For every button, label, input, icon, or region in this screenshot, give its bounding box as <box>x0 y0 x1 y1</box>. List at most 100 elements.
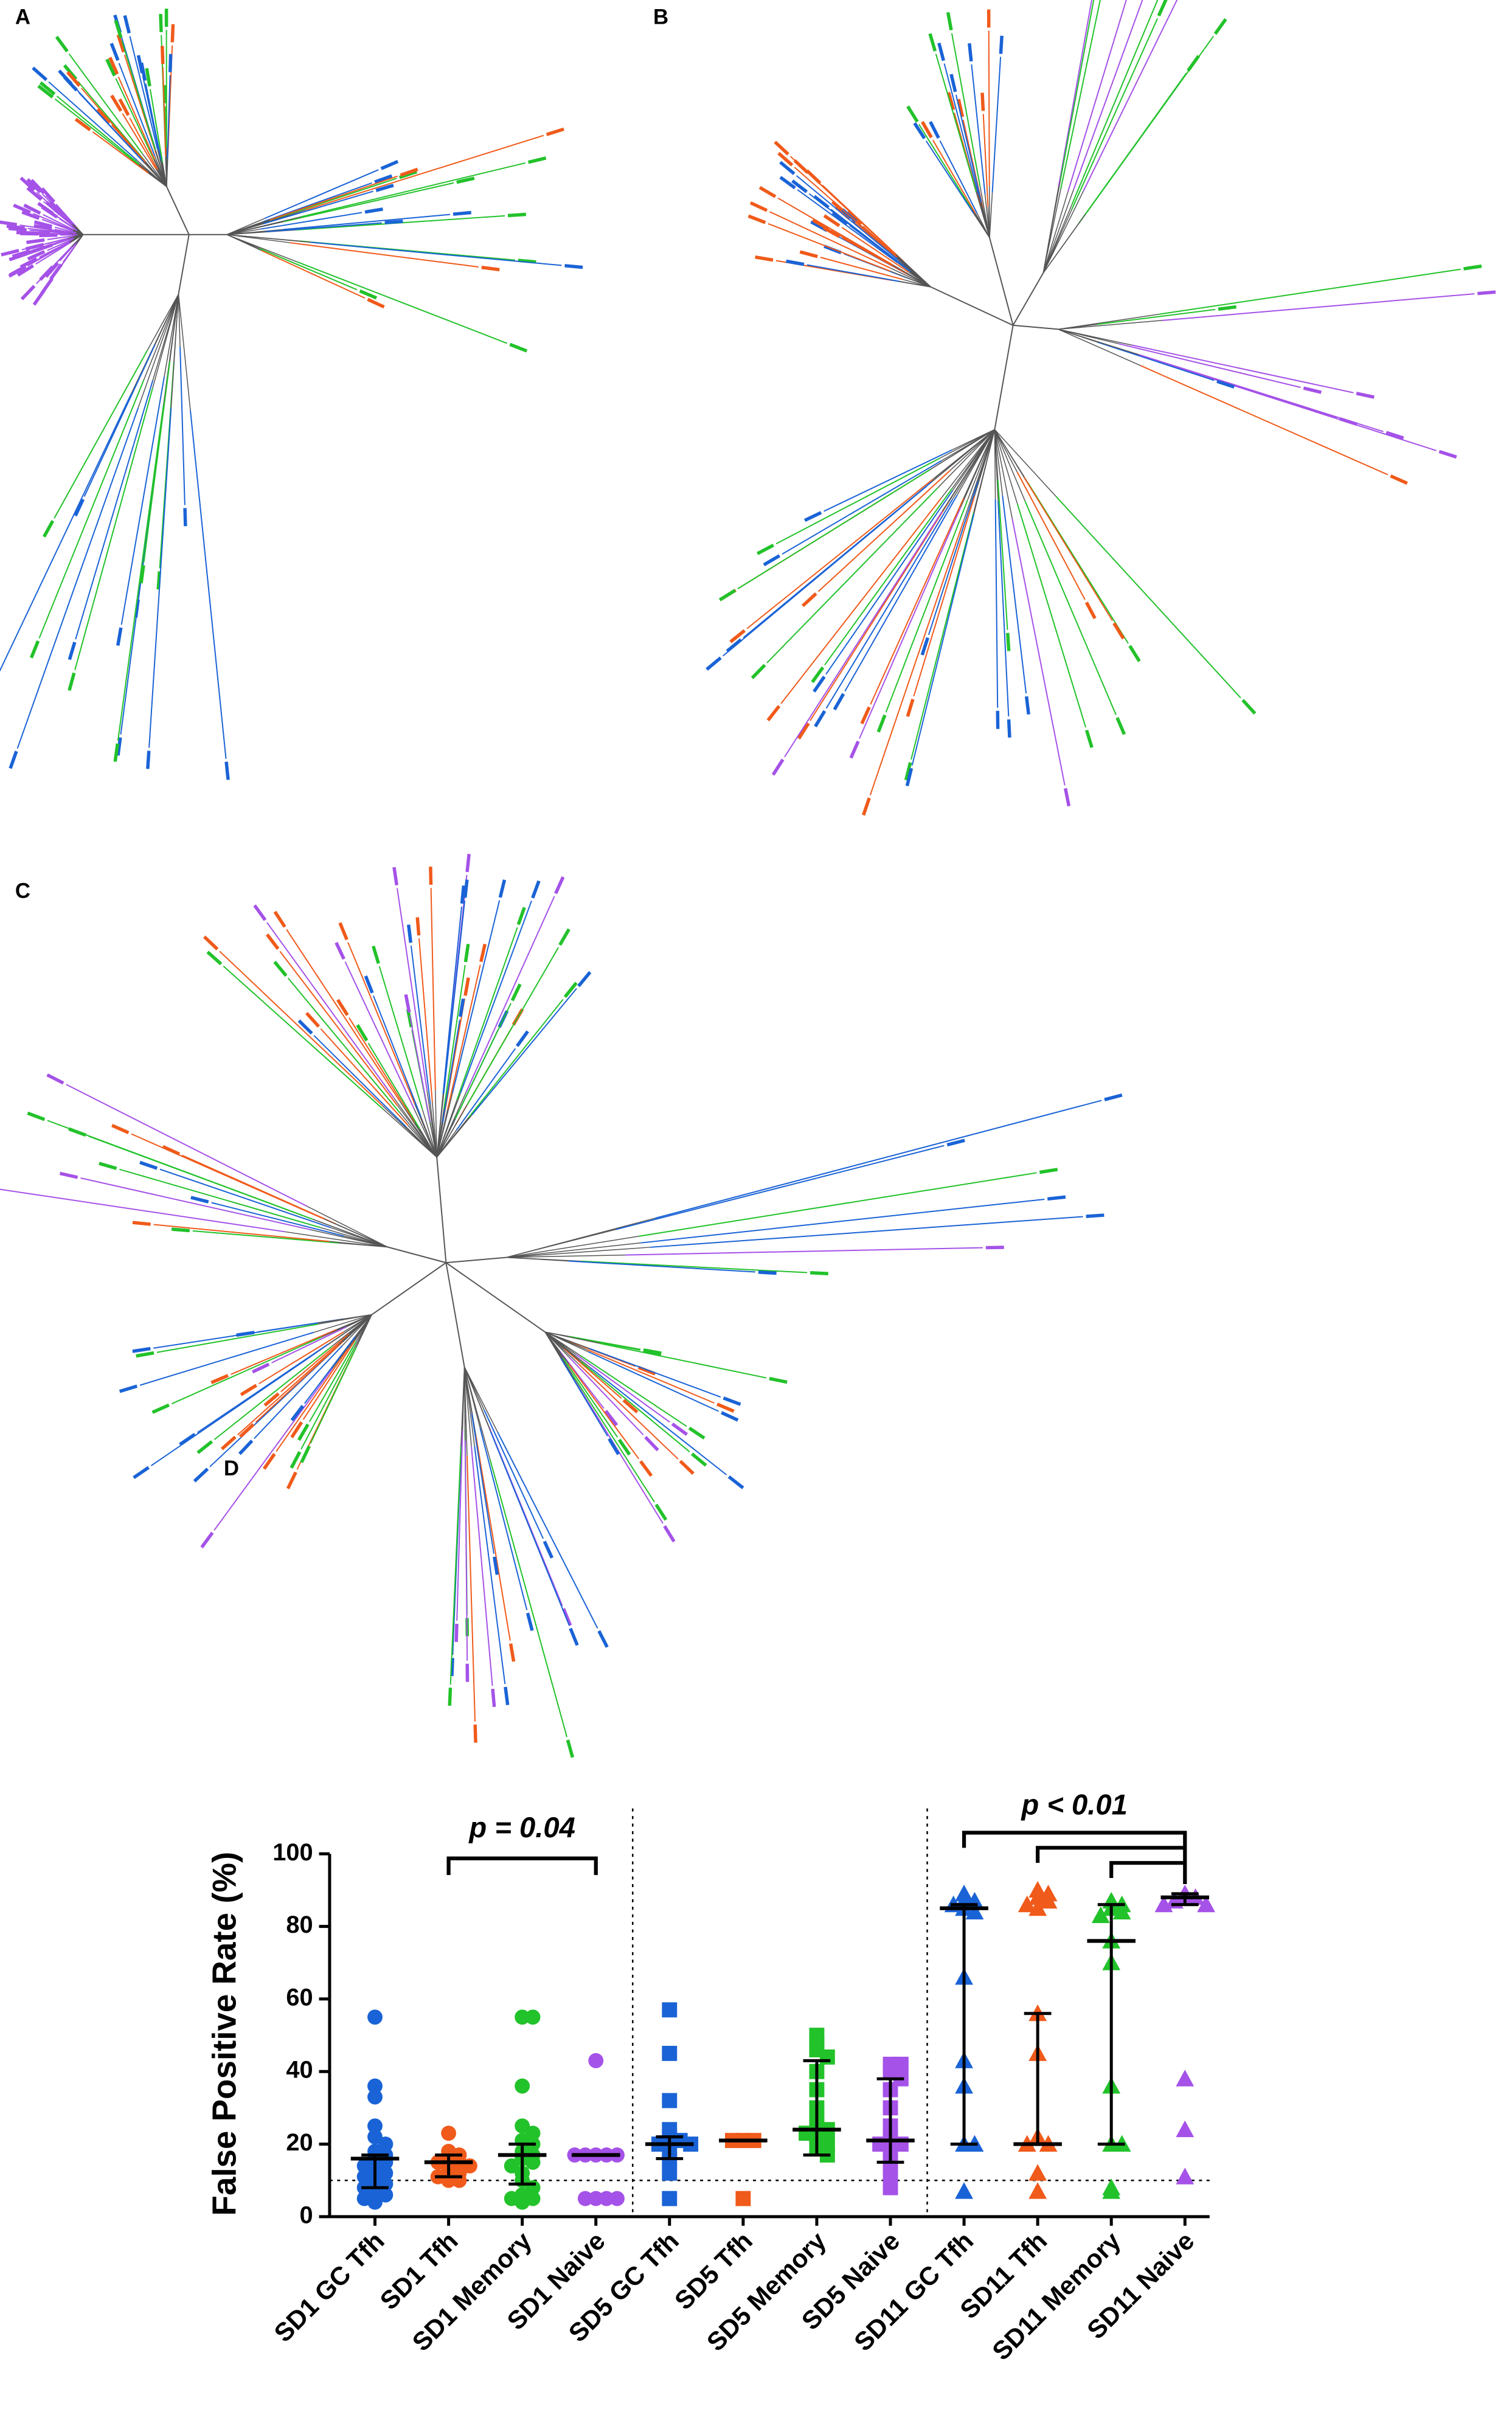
tree-branch <box>33 220 53 229</box>
tree-branch <box>937 43 945 61</box>
tree-branch <box>1112 622 1125 640</box>
tree-branch <box>338 922 349 941</box>
data-point <box>1028 2182 1047 2199</box>
tree-branch <box>159 1168 331 1228</box>
tree-branch <box>824 244 842 255</box>
tree-branch <box>359 289 378 300</box>
x-tick-label: SD1 GC Tfh <box>269 2226 390 2347</box>
tree-branch <box>302 1340 355 1420</box>
tree-branch <box>317 1314 372 1324</box>
tree-branch <box>162 1145 181 1156</box>
data-point <box>515 2194 530 2210</box>
tree-branch <box>581 1260 808 1273</box>
tree-branch <box>518 258 536 264</box>
tree-branch <box>336 999 349 1016</box>
tree-branch <box>380 160 399 170</box>
data-point <box>367 2118 383 2134</box>
data-point <box>1176 2120 1195 2138</box>
tree-branch <box>544 1331 579 1365</box>
tree-branch <box>372 945 380 965</box>
tree-branch <box>876 714 887 733</box>
tree-branch <box>463 977 470 996</box>
tree-branch <box>68 1127 87 1137</box>
tree-branch <box>420 1117 437 1158</box>
tree-branch <box>260 212 362 230</box>
tree-branch <box>108 57 119 75</box>
tree-branch <box>310 1229 388 1248</box>
tree-branch <box>497 1432 598 1629</box>
tree-branch <box>973 429 996 514</box>
tree-branch <box>41 218 74 232</box>
tree-branch <box>771 758 785 776</box>
tree-branch <box>237 1344 339 1436</box>
tree-branch <box>1006 632 1011 651</box>
tree-branch <box>436 1118 456 1158</box>
tree-branch <box>269 175 398 221</box>
tree-branch <box>139 62 147 81</box>
tree-branch <box>590 1367 727 1475</box>
tree-branch <box>166 186 190 235</box>
tree-branch <box>196 1343 329 1433</box>
tree-branch <box>33 213 71 230</box>
tree-branch <box>27 1111 46 1121</box>
tree-branch <box>446 1256 507 1264</box>
tree-branch <box>139 1331 314 1386</box>
tree-branch <box>475 1435 511 1641</box>
tree-branch <box>587 1349 715 1404</box>
tree-branch <box>74 387 153 670</box>
tree-branch <box>560 1357 608 1436</box>
tree-branch <box>460 900 532 1093</box>
tree-branch <box>825 499 954 709</box>
tree-branch <box>113 743 119 762</box>
tree-branch <box>968 43 973 62</box>
tree-branch <box>1385 431 1404 440</box>
tree-branch <box>950 429 995 471</box>
tree-branch <box>143 294 179 381</box>
tree-branch <box>597 1630 609 1648</box>
tree-branch <box>449 1446 462 1685</box>
tree-branch <box>54 226 77 234</box>
tree-branch <box>805 169 822 185</box>
tree-branch <box>930 429 995 470</box>
tree-branch <box>831 211 848 225</box>
tree-branch <box>273 910 286 928</box>
tree-branch <box>77 81 145 161</box>
tree-branch <box>663 1525 676 1543</box>
tree-branch <box>46 1073 64 1085</box>
tree-branch <box>994 429 1018 473</box>
tree-branch <box>510 983 522 1002</box>
tree-branch <box>300 1445 311 1463</box>
tree-branch <box>74 117 91 131</box>
tree-branch <box>27 227 70 234</box>
tree-branch <box>544 1331 564 1359</box>
data-point <box>378 2187 394 2203</box>
tree-branch <box>136 1351 154 1358</box>
tree-branch <box>23 203 41 215</box>
tree-branch <box>436 1094 444 1157</box>
tree-branch <box>121 40 156 151</box>
tree-branch <box>27 250 46 261</box>
p-value-annotation: p = 0.04 <box>468 1812 575 1844</box>
tree-branch <box>706 656 722 671</box>
tree-branch <box>418 938 433 1103</box>
data-point <box>367 2129 383 2145</box>
tree-branch <box>290 1421 303 1438</box>
tree-branch <box>1011 518 1066 786</box>
tree-branch <box>1042 191 1069 274</box>
tree-branch <box>820 257 904 280</box>
tree-branch <box>47 235 75 240</box>
tree-branch <box>994 429 1025 478</box>
tree-branch <box>72 224 84 235</box>
tree-branch <box>588 1351 720 1412</box>
tree-branch <box>220 1435 237 1450</box>
tree-branch <box>398 170 418 179</box>
tree-branch <box>122 113 156 169</box>
tree-branch <box>447 965 481 1109</box>
tree-branch <box>96 108 111 124</box>
tree-branch <box>1002 495 1027 694</box>
tree-branch <box>799 250 818 258</box>
tree-branch <box>484 1409 544 1539</box>
tree-branch <box>622 1399 639 1414</box>
tree-branch <box>796 175 898 260</box>
tree-branch <box>415 917 421 936</box>
